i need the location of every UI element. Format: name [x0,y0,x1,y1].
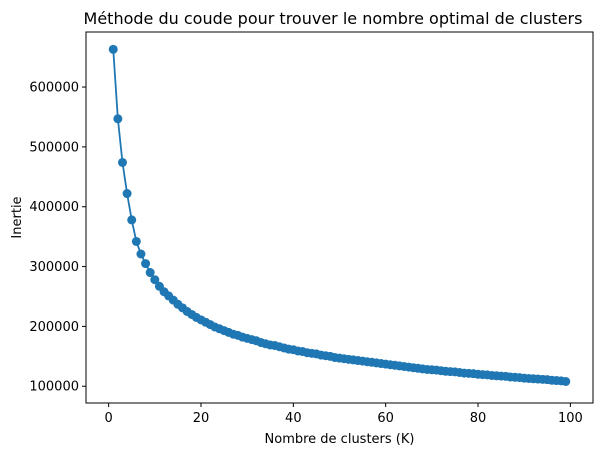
x-tick-label: 60 [377,411,394,426]
plot-area [86,32,593,403]
y-tick-label: 600000 [29,81,79,96]
data-point [127,215,137,225]
data-point [117,157,127,167]
data-point [131,236,141,246]
y-tick-label: 100000 [29,380,79,395]
data-point [145,268,155,278]
x-tick-label: 100 [558,411,583,426]
x-axis: 0 20 40 60 80 100 [104,403,583,426]
data-point [150,275,160,285]
plot-frame [85,31,594,404]
x-axis-label: Nombre de clusters (K) [265,432,415,447]
y-tick-label: 400000 [29,200,79,215]
y-tick-label: 300000 [29,260,79,275]
data-points [108,44,571,386]
y-tick-label: 200000 [29,320,79,335]
data-point [141,259,151,269]
x-tick-label: 20 [193,411,210,426]
y-axis-label: Inertie [10,196,25,238]
y-tick-label: 500000 [29,140,79,155]
x-tick-label: 0 [104,411,112,426]
data-point [122,189,132,199]
data-point [136,249,146,259]
x-tick-label: 40 [285,411,302,426]
chart-title: Méthode du coude pour trouver le nombre … [84,9,583,28]
data-point [561,376,571,386]
y-axis: 100000 200000 300000 400000 500000 600000 [29,81,86,395]
data-point [113,114,123,124]
x-tick-label: 80 [470,411,487,426]
data-point [108,44,118,54]
